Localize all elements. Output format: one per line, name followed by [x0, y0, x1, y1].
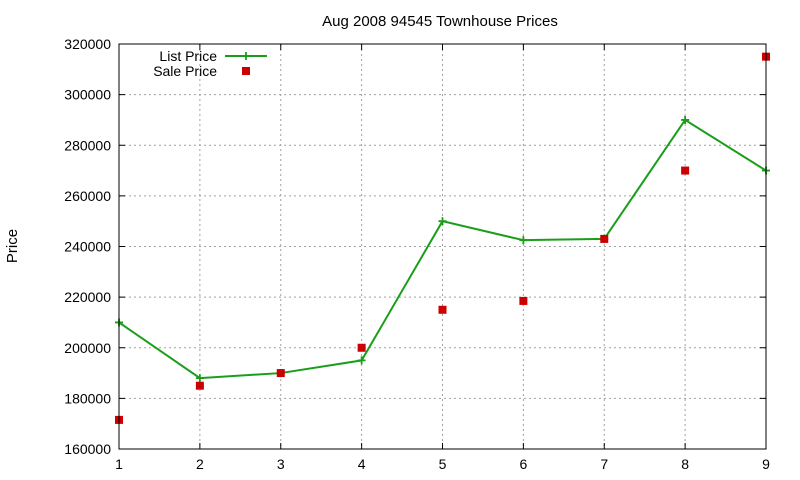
legend-marker-list-price	[242, 52, 250, 60]
sale-price-point	[600, 234, 609, 243]
list-price-point	[357, 356, 366, 365]
sale-price-point	[681, 166, 690, 175]
x-tick-label: 8	[681, 456, 689, 472]
y-axis-title: Price	[4, 229, 21, 263]
sale-price-point	[195, 381, 204, 390]
y-tick-label: 300000	[64, 87, 111, 103]
legend-label-list-price: List Price	[159, 48, 217, 64]
x-tick-label: 9	[762, 456, 770, 472]
x-tick-label: 4	[358, 456, 366, 472]
y-tick-label: 260000	[64, 188, 111, 204]
list-price-point	[195, 374, 204, 383]
x-tick-label: 2	[196, 456, 204, 472]
y-tick-label: 180000	[64, 390, 111, 406]
x-tick-label: 7	[600, 456, 608, 472]
y-tick-label: 200000	[64, 340, 111, 356]
x-tick-label: 5	[439, 456, 447, 472]
sale-price-point	[519, 296, 528, 305]
x-tick-label: 3	[277, 456, 285, 472]
grid	[119, 44, 766, 449]
y-tick-label: 160000	[64, 441, 111, 457]
sale-price-point	[357, 343, 366, 352]
list-price-point	[519, 236, 528, 245]
y-tick-label: 320000	[64, 36, 111, 52]
y-tick-label: 280000	[64, 137, 111, 153]
y-tick-label: 220000	[64, 289, 111, 305]
axis-ticks: 1 2 3 4 5 6 7 8 9 160000 180000 200000 220000 240000 2…	[64, 36, 770, 472]
chart-title: Aug 2008 94545 Townhouse Prices	[322, 13, 558, 30]
legend-label-sale-price: Sale Price	[153, 63, 217, 79]
list-price-point	[681, 115, 690, 124]
plot-series	[115, 52, 770, 424]
sale-price-point	[276, 369, 285, 378]
list-price-point	[438, 217, 447, 226]
x-tick-label: 1	[115, 456, 123, 472]
sale-price-point	[438, 305, 447, 314]
legend-marker-sale-price	[242, 67, 250, 75]
plot-frame	[118, 43, 767, 450]
y-tick-label: 240000	[64, 239, 111, 255]
x-tick-label: 6	[519, 456, 527, 472]
